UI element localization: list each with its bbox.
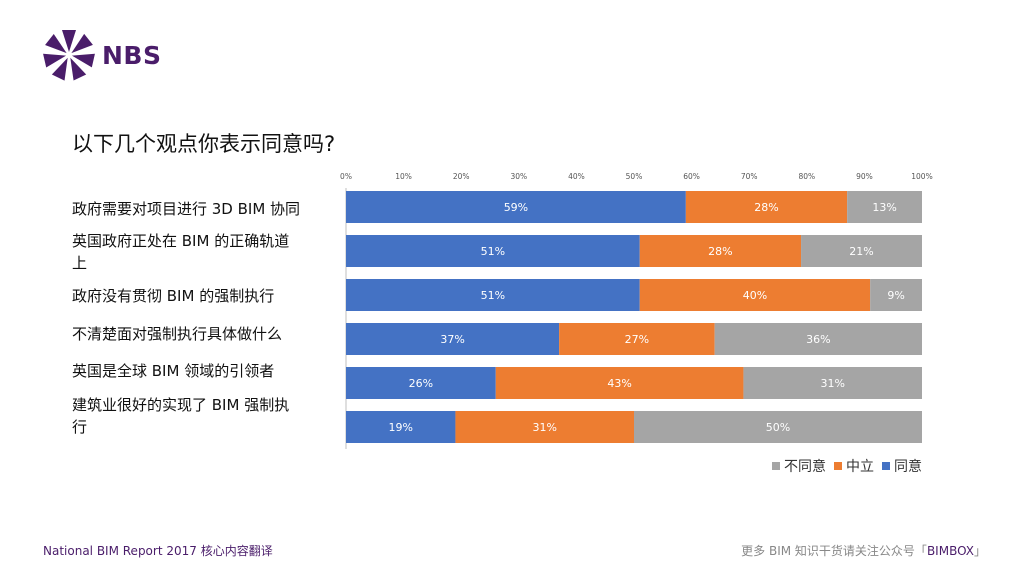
x-tick-label: 50% [626, 172, 643, 181]
data-label: 36% [806, 333, 830, 346]
bar-segment [870, 279, 922, 311]
category-label: 不清楚面对强制执行具体做什么 [72, 323, 322, 345]
data-label: 28% [708, 245, 732, 258]
footer-promo-suffix: 」 [973, 544, 986, 558]
chart-title: 以下几个观点你表示同意吗? [72, 132, 336, 156]
category-label-line: 政府需要对项目进行 3D BIM 协同 [72, 200, 301, 218]
legend-label: 不同意 [784, 458, 826, 475]
data-label: 43% [607, 377, 631, 390]
data-label: 26% [409, 377, 433, 390]
bar-segment [495, 367, 744, 399]
footer-report-title: National BIM Report 2017 核心内容翻译 [43, 544, 273, 558]
bar-segment [346, 367, 496, 399]
category-label-line: 上 [72, 254, 88, 272]
category-label-line: 行 [72, 418, 88, 436]
x-tick-label: 80% [798, 172, 815, 181]
data-label: 51% [481, 289, 505, 302]
category-label-line: 英国是全球 BIM 领域的引领者 [72, 362, 275, 380]
legend-label: 同意 [894, 458, 922, 475]
x-tick-label: 100% [911, 172, 932, 181]
brand-name: NBS [102, 40, 162, 70]
bar-segment [639, 235, 802, 267]
bar-segment [685, 191, 848, 223]
nbs-star-icon [43, 30, 95, 81]
bar-segment [639, 279, 871, 311]
bar-segment [714, 323, 922, 355]
category-label-line: 建筑业很好的实现了 BIM 强制执 [72, 396, 290, 414]
data-label: 27% [625, 333, 649, 346]
data-label: 21% [849, 245, 873, 258]
x-tick-label: 0% [340, 172, 352, 181]
legend-swatch [882, 462, 890, 470]
legend-label: 中立 [846, 459, 874, 475]
category-label: 英国政府正处在 BIM 的正确轨道上 [72, 230, 322, 274]
x-tick-label: 30% [510, 172, 527, 181]
bar-segment [346, 411, 456, 443]
data-label: 59% [504, 201, 528, 214]
data-label: 40% [743, 289, 767, 302]
category-label-line: 不清楚面对强制执行具体做什么 [72, 325, 283, 343]
nbs-logo: NBS [42, 28, 161, 82]
x-tick-label: 40% [568, 172, 585, 181]
legend-swatch [834, 462, 842, 470]
data-label: 28% [754, 201, 778, 214]
legend-swatch [772, 462, 780, 470]
footer-promo: 更多 BIM 知识干货请关注公众号「BIMBOX」 [741, 542, 986, 559]
data-label: 19% [388, 421, 412, 434]
footer-promo-account: BIMBOX [926, 544, 974, 558]
bar-segment [346, 279, 640, 311]
category-label: 政府没有贯彻 BIM 的强制执行 [72, 285, 322, 307]
category-label: 英国是全球 BIM 领域的引领者 [72, 360, 322, 382]
bar-segment [559, 323, 715, 355]
data-label: 13% [872, 201, 896, 214]
bar-segment [455, 411, 634, 443]
x-tick-label: 70% [741, 172, 758, 181]
category-label-line: 英国政府正处在 BIM 的正确轨道 [72, 232, 290, 250]
data-label: 9% [887, 289, 904, 302]
data-label: 51% [481, 245, 505, 258]
category-label: 政府需要对项目进行 3D BIM 协同 [72, 198, 322, 220]
footer-promo-prefix: 更多 BIM 知识干货请关注公众号「 [741, 544, 927, 558]
data-label: 37% [440, 333, 464, 346]
bar-segment [847, 191, 922, 223]
x-tick-label: 20% [453, 172, 470, 181]
bar-segment [346, 191, 686, 223]
x-tick-label: 60% [683, 172, 700, 181]
bar-segment [634, 411, 922, 443]
x-tick-label: 10% [395, 172, 412, 181]
x-tick-label: 90% [856, 172, 873, 181]
data-label: 31% [820, 377, 844, 390]
category-label: 建筑业很好的实现了 BIM 强制执行 [72, 394, 322, 438]
bar-segment [346, 323, 560, 355]
bar-segment [346, 235, 640, 267]
data-label: 31% [532, 421, 556, 434]
category-label-line: 政府没有贯彻 BIM 的强制执行 [72, 287, 275, 305]
data-label: 50% [766, 421, 790, 434]
bar-segment [743, 367, 922, 399]
bar-segment [801, 235, 922, 267]
